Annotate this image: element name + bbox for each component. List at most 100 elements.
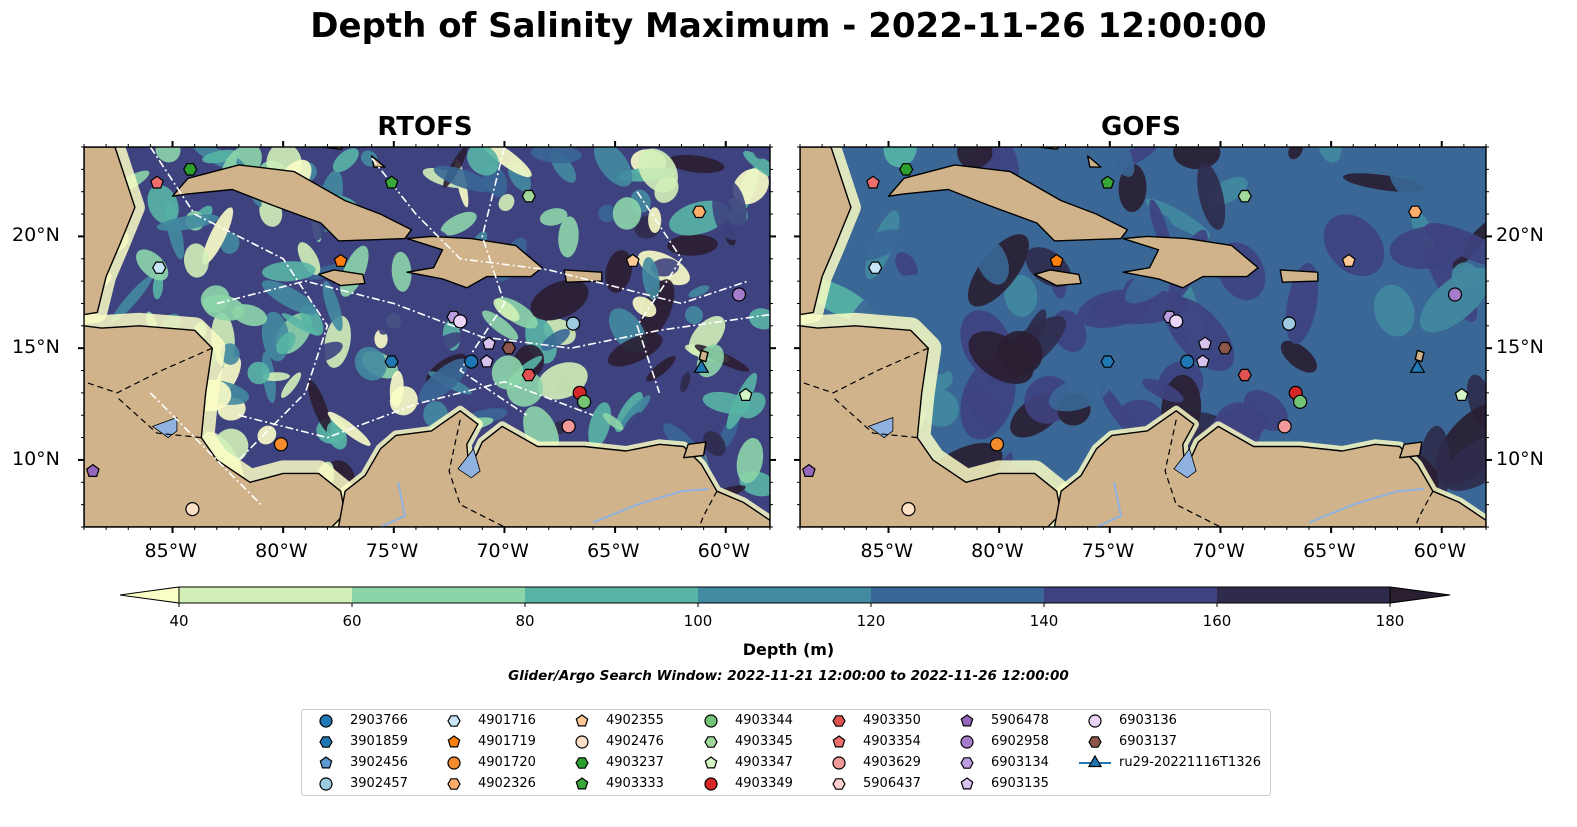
legend-marker <box>704 756 718 769</box>
legend-marker <box>575 777 589 790</box>
float-marker <box>185 502 200 517</box>
colorbar-tick-label: 180 <box>1375 612 1405 630</box>
land-lesser1 <box>1414 349 1425 363</box>
field-patch <box>612 197 642 230</box>
legend-item: ru29-20221116T1326 <box>1077 752 1261 772</box>
field-patch <box>1164 296 1235 371</box>
lon-tick-label: 80°W <box>971 540 1024 562</box>
legend-marker-icon <box>447 756 461 770</box>
field-patch <box>895 252 918 280</box>
field-patch <box>297 242 321 275</box>
field-patch <box>598 204 616 223</box>
legend-label: 4902326 <box>478 775 536 791</box>
field-patch <box>155 147 181 163</box>
legend-marker <box>832 756 846 770</box>
border <box>84 347 213 394</box>
land-cuba <box>887 164 1129 242</box>
legend-label: 5906478 <box>991 712 1049 728</box>
float-marker <box>692 205 707 219</box>
legend-item: 6902958 <box>949 731 1049 751</box>
field-patch <box>1451 262 1479 289</box>
land-cuba <box>171 164 413 242</box>
legend-label: ru29-20221116T1326 <box>1119 754 1262 770</box>
legend-item: 3902456 <box>308 752 408 772</box>
legend-marker <box>704 714 718 728</box>
float-marker <box>1237 368 1252 382</box>
float-marker <box>85 463 100 477</box>
field-patch <box>202 207 234 265</box>
float-marker <box>479 354 494 368</box>
legend-item: 6903137 <box>1077 731 1177 751</box>
legend-item: 4903350 <box>821 710 921 730</box>
legend-item: 4901719 <box>436 731 536 751</box>
legend-marker <box>1088 736 1102 748</box>
lon-tick-label: 80°W <box>255 540 308 562</box>
legend-marker <box>575 757 589 769</box>
field-patch <box>883 147 917 168</box>
legend-label: 6903136 <box>1119 712 1177 728</box>
field-patch <box>1288 147 1303 160</box>
legend-label: 5906437 <box>863 775 921 791</box>
legend-marker-icon <box>832 778 846 790</box>
field-patch <box>607 333 663 367</box>
float-marker <box>1169 314 1184 329</box>
border <box>832 396 918 439</box>
legend-item: 6903136 <box>1077 710 1177 730</box>
legend-marker-icon <box>575 735 589 749</box>
field-patch <box>306 341 343 364</box>
legend-marker-icon <box>447 735 461 748</box>
land-trinidad <box>1398 441 1423 459</box>
float-marker <box>1281 316 1297 331</box>
field-patch <box>1373 358 1418 411</box>
legend-label: 4903629 <box>863 754 921 770</box>
legend-label: 4903350 <box>863 712 921 728</box>
legend-label: 4901719 <box>478 733 536 749</box>
field-patch <box>605 250 633 293</box>
field-patch <box>1142 378 1184 403</box>
lake <box>1173 447 1197 479</box>
field-patch <box>558 216 579 258</box>
land-centralam <box>84 325 346 527</box>
field-patch <box>1173 147 1221 170</box>
legend-item: 4902326 <box>436 773 536 793</box>
field-patch <box>712 179 747 241</box>
field-patch <box>202 294 245 321</box>
border <box>1414 490 1434 527</box>
legend-marker <box>960 735 974 749</box>
river <box>380 482 407 527</box>
field-patch <box>220 343 240 365</box>
lake <box>867 416 894 439</box>
field-patch <box>413 198 433 218</box>
field-patch <box>1074 331 1119 386</box>
float-marker <box>577 394 592 409</box>
field-patch <box>391 251 412 292</box>
legend-item: 4902476 <box>564 731 664 751</box>
float-marker <box>731 287 747 302</box>
float-marker <box>1217 341 1233 355</box>
legend-marker-icon <box>704 736 718 748</box>
legend-label: 4901716 <box>478 712 536 728</box>
field-patch <box>1280 340 1317 373</box>
colorbar-extend-high <box>1389 586 1451 604</box>
float-marker <box>273 437 289 452</box>
legend-label: 6902958 <box>991 733 1049 749</box>
legend-label: 4903349 <box>735 775 793 791</box>
search-window-text: Glider/Argo Search Window: 2022-11-21 12… <box>508 668 1069 684</box>
float-marker <box>1237 189 1252 203</box>
colorbar-tick-label: 100 <box>683 612 713 630</box>
current-line <box>216 280 770 350</box>
field-patch <box>640 279 675 338</box>
field-patch <box>726 372 757 430</box>
border <box>698 490 718 527</box>
float-marker <box>384 175 399 189</box>
lat-tick-label-left: 15°N <box>12 336 60 359</box>
legend-marker <box>832 715 846 727</box>
field-patch <box>1145 198 1211 239</box>
float-marker <box>1454 387 1469 401</box>
field-patch <box>1063 147 1112 190</box>
legend-marker <box>447 756 461 770</box>
legend-marker-icon <box>704 714 718 728</box>
field-patch <box>506 370 544 407</box>
legend-label: 4901720 <box>478 754 536 770</box>
field-patch <box>332 148 359 173</box>
